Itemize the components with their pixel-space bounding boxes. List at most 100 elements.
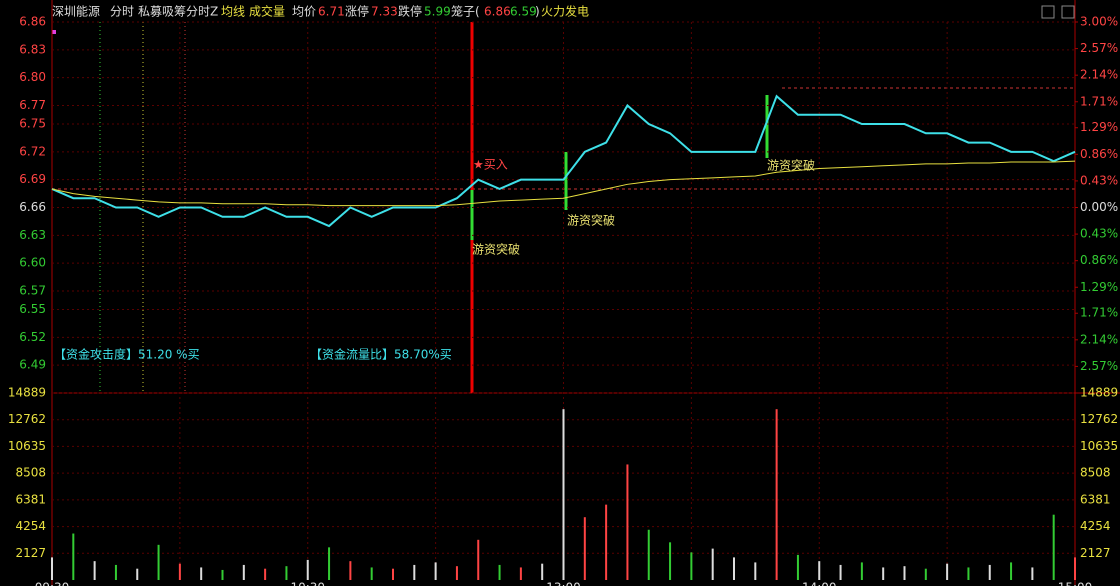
- volume-bar: [988, 564, 991, 580]
- y2-tick-label: 1.71%: [1080, 306, 1118, 320]
- y-tick-label: 6.55: [19, 302, 46, 316]
- y-tick-label: 6.52: [19, 330, 46, 344]
- x-tick-label: 10:30: [290, 581, 325, 586]
- volume-bar: [860, 562, 863, 580]
- volume-bar: [264, 568, 267, 580]
- avg-price-label: 均价: [292, 5, 316, 19]
- cage-high: 6.86: [484, 5, 511, 19]
- x-tick-label: 14:00: [802, 581, 837, 586]
- volume-bar: [328, 547, 331, 580]
- volume-bar: [455, 566, 458, 580]
- y2-tick-label: 14889: [1080, 386, 1118, 400]
- y2-tick-label: 1.71%: [1080, 94, 1118, 108]
- volume-bar: [498, 564, 501, 580]
- y2-tick-label: 12762: [1080, 412, 1118, 426]
- limit-down: 5.99: [424, 5, 451, 19]
- volume-bar: [946, 563, 949, 580]
- y2-tick-label: 8508: [1080, 466, 1111, 480]
- x-tick-label: 09:30: [35, 581, 70, 586]
- volume-bar: [903, 566, 906, 580]
- limit-down-label: 跌停: [398, 4, 422, 19]
- cage-close: ): [535, 5, 540, 19]
- volume-bar: [242, 564, 245, 580]
- volume-bar: [647, 529, 650, 580]
- limit-up-label: 涨停: [345, 4, 369, 19]
- y2-tick-label: 10635: [1080, 439, 1118, 453]
- volume-bar: [178, 563, 181, 580]
- y-tick-label: 6.69: [19, 172, 46, 186]
- volume-bar: [796, 554, 799, 580]
- y2-tick-label: 2.57%: [1080, 41, 1118, 55]
- volume-bar: [285, 566, 288, 580]
- annotation: 游资突破: [472, 242, 520, 257]
- limit-up: 7.33: [371, 5, 398, 19]
- y2-tick-label: 1.29%: [1080, 120, 1118, 134]
- avg-line-label: 均线: [221, 5, 245, 19]
- y-tick-label: 10635: [8, 439, 46, 453]
- volume-bar: [114, 564, 117, 580]
- volume-bar: [967, 567, 970, 580]
- volume-bar: [434, 562, 437, 580]
- volume-bar: [754, 562, 757, 580]
- y2-tick-label: 2.14%: [1080, 332, 1118, 346]
- x-tick-label: 15:00: [1058, 581, 1093, 586]
- cage-label: 笼子(: [451, 4, 480, 19]
- y-tick-label: 4254: [15, 519, 46, 533]
- y-tick-label: 12762: [8, 412, 46, 426]
- volume-label: 成交量: [249, 4, 285, 19]
- volume-bar: [669, 542, 672, 580]
- y2-tick-label: 3.00%: [1080, 15, 1118, 29]
- y-tick-label: 2127: [15, 546, 46, 560]
- avg-price: 6.71: [318, 5, 345, 19]
- y2-tick-label: 1.29%: [1080, 280, 1118, 294]
- series-line: [51, 94, 1076, 228]
- volume-bar: [1074, 557, 1076, 580]
- y-tick-label: 8508: [15, 466, 46, 480]
- volume-bar: [519, 567, 522, 580]
- y-tick-label: 6.57: [19, 283, 46, 297]
- y2-tick-label: 2.14%: [1080, 68, 1118, 82]
- annotation: 游资突破: [567, 213, 615, 228]
- volume-bar: [306, 559, 309, 580]
- volume-bar: [349, 561, 352, 580]
- y-tick-label: 6.72: [19, 144, 46, 158]
- zoom-in-icon[interactable]: [1041, 5, 1055, 19]
- volume-bar: [882, 567, 885, 580]
- header: 深圳能源 分时 私募吸筹分时Z 均线 成交量 均价 6.71 涨停 7.33 跌…: [52, 4, 589, 19]
- volume-bar: [605, 504, 608, 580]
- volume-bar: [72, 533, 75, 580]
- volume-bar: [839, 564, 842, 580]
- indicator-note: 【资金流量比】58.70%买: [310, 347, 452, 362]
- volume-bar: [51, 557, 53, 580]
- y2-tick-label: 2.57%: [1080, 359, 1118, 373]
- y2-tick-label: 0.43%: [1080, 227, 1118, 241]
- stock-name: 深圳能源: [52, 5, 100, 19]
- mode: 分时: [110, 5, 134, 19]
- y-tick-label: 6.80: [19, 70, 46, 84]
- volume-bar: [924, 568, 927, 580]
- x-tick-label: 13:00: [546, 581, 581, 586]
- volume-bar: [775, 409, 778, 580]
- volume-bar: [221, 569, 224, 580]
- volume-bar: [711, 548, 714, 580]
- cage-low: 6.59: [510, 5, 537, 19]
- y-tick-label: 6.86: [19, 15, 46, 29]
- y2-tick-label: 4254: [1080, 519, 1111, 533]
- volume-bar: [93, 561, 96, 580]
- volume-bar: [200, 567, 203, 580]
- volume-bar: [392, 568, 394, 580]
- y-tick-label: 6.49: [19, 358, 46, 372]
- y2-tick-label: 0.86%: [1080, 147, 1118, 161]
- y2-tick-label: 0.86%: [1080, 253, 1118, 267]
- indicator-note: 【资金攻击度】51.20 %买: [54, 347, 200, 362]
- volume-bar: [413, 564, 416, 580]
- y-tick-label: 6.60: [19, 256, 46, 270]
- y-tick-label: 6381: [15, 492, 46, 506]
- zoom-out-icon[interactable]: [1061, 5, 1075, 19]
- indicator: 私募吸筹分时Z: [138, 5, 218, 19]
- volume-bar: [690, 552, 693, 580]
- volume-bar: [541, 563, 544, 580]
- volume-bar: [583, 517, 586, 580]
- annotation: 游资突破: [767, 158, 815, 173]
